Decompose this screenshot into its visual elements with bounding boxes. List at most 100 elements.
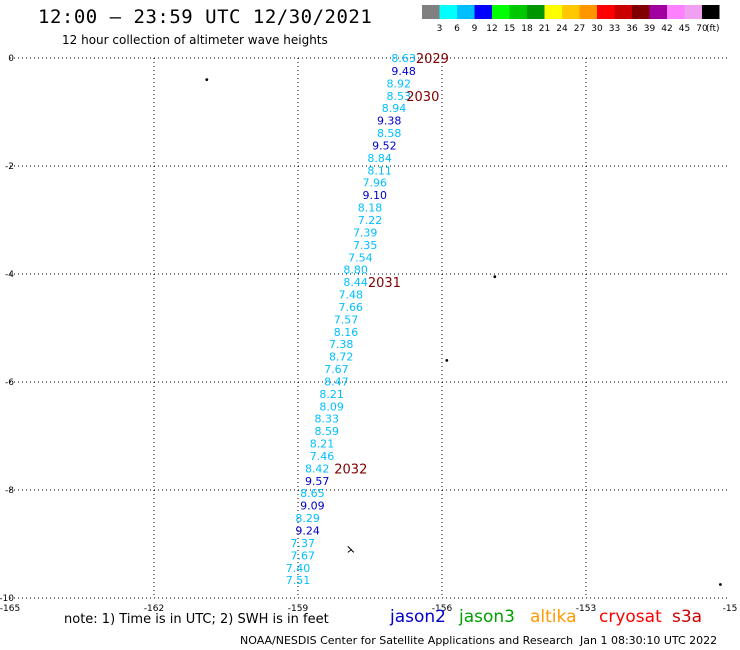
wave-height-label: 8.92 xyxy=(387,77,412,90)
colorbar-tick-label: 12 xyxy=(486,24,497,34)
colorbar-swatch xyxy=(492,5,510,19)
colorbar-legend: 3 6 9 12 15 18 21 24 27 30 33 36 39 42 45 70(ft) xyxy=(422,5,720,34)
colorbar-tick-label: 24 xyxy=(556,24,568,34)
y-tick-label: -8 xyxy=(5,486,14,496)
footer-credit: NOAA/NESDIS Center for Satellite Applica… xyxy=(240,634,574,647)
wave-height-label: 8.18 xyxy=(358,202,383,215)
units-note: note: 1) Time is in UTC; 2) SWH is in fe… xyxy=(64,612,329,627)
wave-height-label: 9.38 xyxy=(377,115,402,128)
colorbar-tick-label: 36 xyxy=(626,24,638,34)
time-label: 2031 xyxy=(368,276,401,291)
colorbar-swatch xyxy=(632,5,650,19)
time-label: 2029 xyxy=(416,52,449,67)
wave-height-label: 8.09 xyxy=(319,400,344,413)
x-tick-label: -159 xyxy=(288,604,309,614)
wave-height-label: 8.44 xyxy=(343,276,368,289)
y-tick-label: 0 xyxy=(8,54,14,64)
colorbar-tick-label: 15 xyxy=(504,24,515,34)
legend-jason2: jason2 xyxy=(390,607,446,627)
wave-height-label: 9.24 xyxy=(295,525,320,538)
y-tick-label: -2 xyxy=(5,162,14,172)
colorbar-swatch xyxy=(527,5,545,19)
wave-height-label: 8.42 xyxy=(305,462,330,475)
wave-height-label: 7.51 xyxy=(286,574,311,587)
colorbar-swatch xyxy=(509,5,527,19)
colorbar-swatch xyxy=(562,5,580,19)
colorbar-swatch xyxy=(649,5,667,19)
wave-height-label: 8.21 xyxy=(319,388,344,401)
wave-height-label: 8.29 xyxy=(295,512,320,525)
wave-height-label: 8.59 xyxy=(315,425,340,438)
colorbar-unit: (ft) xyxy=(706,24,720,34)
time-label: 2030 xyxy=(406,90,439,105)
island-marker xyxy=(719,583,722,586)
island-marker xyxy=(205,78,209,81)
wave-height-label: 8.47 xyxy=(324,375,349,388)
wave-height-label: 7.37 xyxy=(291,537,316,550)
wave-height-label: 8.33 xyxy=(315,413,340,426)
wave-height-label: 7.67 xyxy=(291,549,316,562)
wave-height-label: 8.63 xyxy=(391,52,416,65)
colorbar-tick-label: 6 xyxy=(454,24,460,34)
wave-height-label: 7.35 xyxy=(353,239,378,252)
colorbar-tick-label: 33 xyxy=(609,24,620,34)
wave-height-label: 8.58 xyxy=(377,127,402,140)
colorbar-tick-label: 45 xyxy=(679,24,690,34)
wave-height-label: 9.48 xyxy=(391,65,416,78)
wave-height-label: 7.46 xyxy=(310,450,335,463)
y-tick-label: -10 xyxy=(0,594,14,604)
wave-height-label: 8.16 xyxy=(334,326,359,339)
colorbar-swatch xyxy=(474,5,492,19)
colorbar-tick-label: 30 xyxy=(591,24,603,34)
colorbar-tick-label: 3 xyxy=(437,24,443,34)
colorbar-swatch xyxy=(667,5,685,19)
time-label: 2032 xyxy=(334,462,367,477)
wave-height-label: 9.10 xyxy=(363,189,388,202)
wave-height-label: 7.38 xyxy=(329,338,354,351)
wave-height-label: 7.48 xyxy=(339,289,364,302)
wave-height-label: 9.09 xyxy=(300,500,325,513)
footer-timestamp: Jan 1 08:30:10 UTC 2022 xyxy=(580,634,718,647)
x-tick-label: -165 xyxy=(0,604,20,614)
colorbar-tick-label: 27 xyxy=(574,24,585,34)
y-tick-label: -4 xyxy=(5,270,14,280)
island-marker xyxy=(445,359,449,362)
colorbar-swatch xyxy=(579,5,597,19)
wave-height-label: 8.53 xyxy=(387,90,412,103)
colorbar-swatch xyxy=(439,5,457,19)
y-tick-label: -6 xyxy=(5,378,14,388)
wave-height-label: 7.40 xyxy=(286,562,311,575)
wave-height-label: 7.67 xyxy=(324,363,349,376)
wave-height-label: 9.52 xyxy=(372,139,397,152)
wave-height-label: 8.65 xyxy=(300,487,325,500)
legend-s3a: s3a xyxy=(672,607,703,627)
colorbar-swatch xyxy=(614,5,632,19)
colorbar-tick-label: 18 xyxy=(521,24,533,34)
colorbar-tick-label: 21 xyxy=(539,24,550,34)
colorbar-swatch xyxy=(684,5,702,19)
colorbar-tick-label: 39 xyxy=(644,24,656,34)
colorbar-swatch xyxy=(422,5,440,19)
wave-height-label: 8.80 xyxy=(343,264,368,277)
x-tick-label: -15 xyxy=(723,604,738,614)
x-tick-label: -156 xyxy=(432,604,453,614)
legend-cryosat: cryosat xyxy=(599,607,662,627)
wave-height-label: 7.22 xyxy=(358,214,383,227)
legend-jason3: jason3 xyxy=(459,607,515,627)
wave-height-label: 7.54 xyxy=(348,251,373,264)
wave-height-label: 7.39 xyxy=(353,226,378,239)
wave-height-label: 8.84 xyxy=(367,152,392,165)
wave-height-label: 7.57 xyxy=(334,313,359,326)
x-tick-label: -162 xyxy=(144,604,164,614)
island-marker xyxy=(493,275,497,279)
legend-altika: altika xyxy=(530,607,577,627)
wave-height-label: 7.66 xyxy=(339,301,364,314)
colorbar-swatch xyxy=(702,5,720,19)
chart-title: 12:00 – 23:59 UTC 12/30/2021 xyxy=(38,6,373,28)
colorbar-swatch xyxy=(597,5,615,19)
wave-height-label: 9.57 xyxy=(305,475,330,488)
wave-height-label: 8.21 xyxy=(310,438,335,451)
colorbar-tick-label: 42 xyxy=(661,24,672,34)
wave-height-label: 7.96 xyxy=(363,177,388,190)
